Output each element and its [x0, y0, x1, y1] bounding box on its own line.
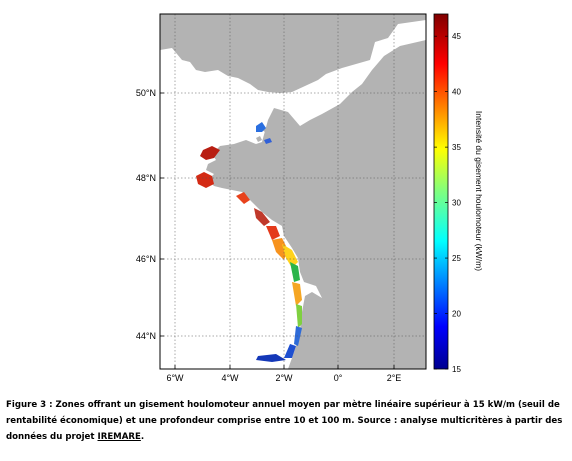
lat-label-46: 46°N: [136, 254, 156, 264]
colorbar-ticks: 15 20 25 30 35 40 45: [434, 32, 461, 374]
figure-caption: Figure 3 : Zones offrant un gisement hou…: [6, 397, 568, 445]
colorbar-tick-label: 20: [452, 310, 461, 319]
lat-label-44: 44°N: [136, 331, 156, 341]
colorbar-tick-label: 15: [452, 365, 461, 374]
caption-line-3-suffix: .: [140, 432, 145, 442]
lat-label-50: 50°N: [136, 88, 156, 98]
colorbar-label: Intensité du gisement houlomoteur (kW/m): [474, 111, 484, 271]
colorbar-tick-label: 30: [452, 199, 461, 208]
wave-energy-map-figure: 50°N 48°N 46°N 44°N 6°W 4°W 2°W 0° 2°E 1…: [136, 13, 484, 383]
colorbar: [433, 13, 449, 370]
wave-energy-zones: [196, 122, 302, 362]
map-frame: [159, 13, 427, 370]
caption-line-2: rentabilité économique) et une profondeu…: [6, 416, 563, 426]
lat-label-48: 48°N: [136, 173, 156, 183]
graticule: [160, 14, 426, 369]
england-landmass: [160, 14, 426, 93]
france-landmass: [206, 40, 426, 369]
lon-label-0: 0°: [334, 373, 343, 383]
colorbar-tick-label: 35: [452, 143, 461, 152]
lon-label-2w: 2°W: [275, 373, 293, 383]
colorbar-tick-label: 45: [452, 32, 461, 41]
iremare-link[interactable]: IREMARE: [97, 432, 141, 442]
lon-label-4w: 4°W: [221, 373, 239, 383]
lon-label-6w: 6°W: [166, 373, 184, 383]
colorbar-tick-label: 25: [452, 254, 461, 263]
caption-line-3: données du projet IREMARE.: [6, 429, 568, 445]
caption-line-3-prefix: données du projet: [6, 432, 98, 442]
lon-label-2e: 2°E: [387, 373, 402, 383]
colorbar-tick-label: 40: [452, 88, 461, 97]
caption-line-1: Figure 3 : Zones offrant un gisement hou…: [6, 400, 560, 410]
